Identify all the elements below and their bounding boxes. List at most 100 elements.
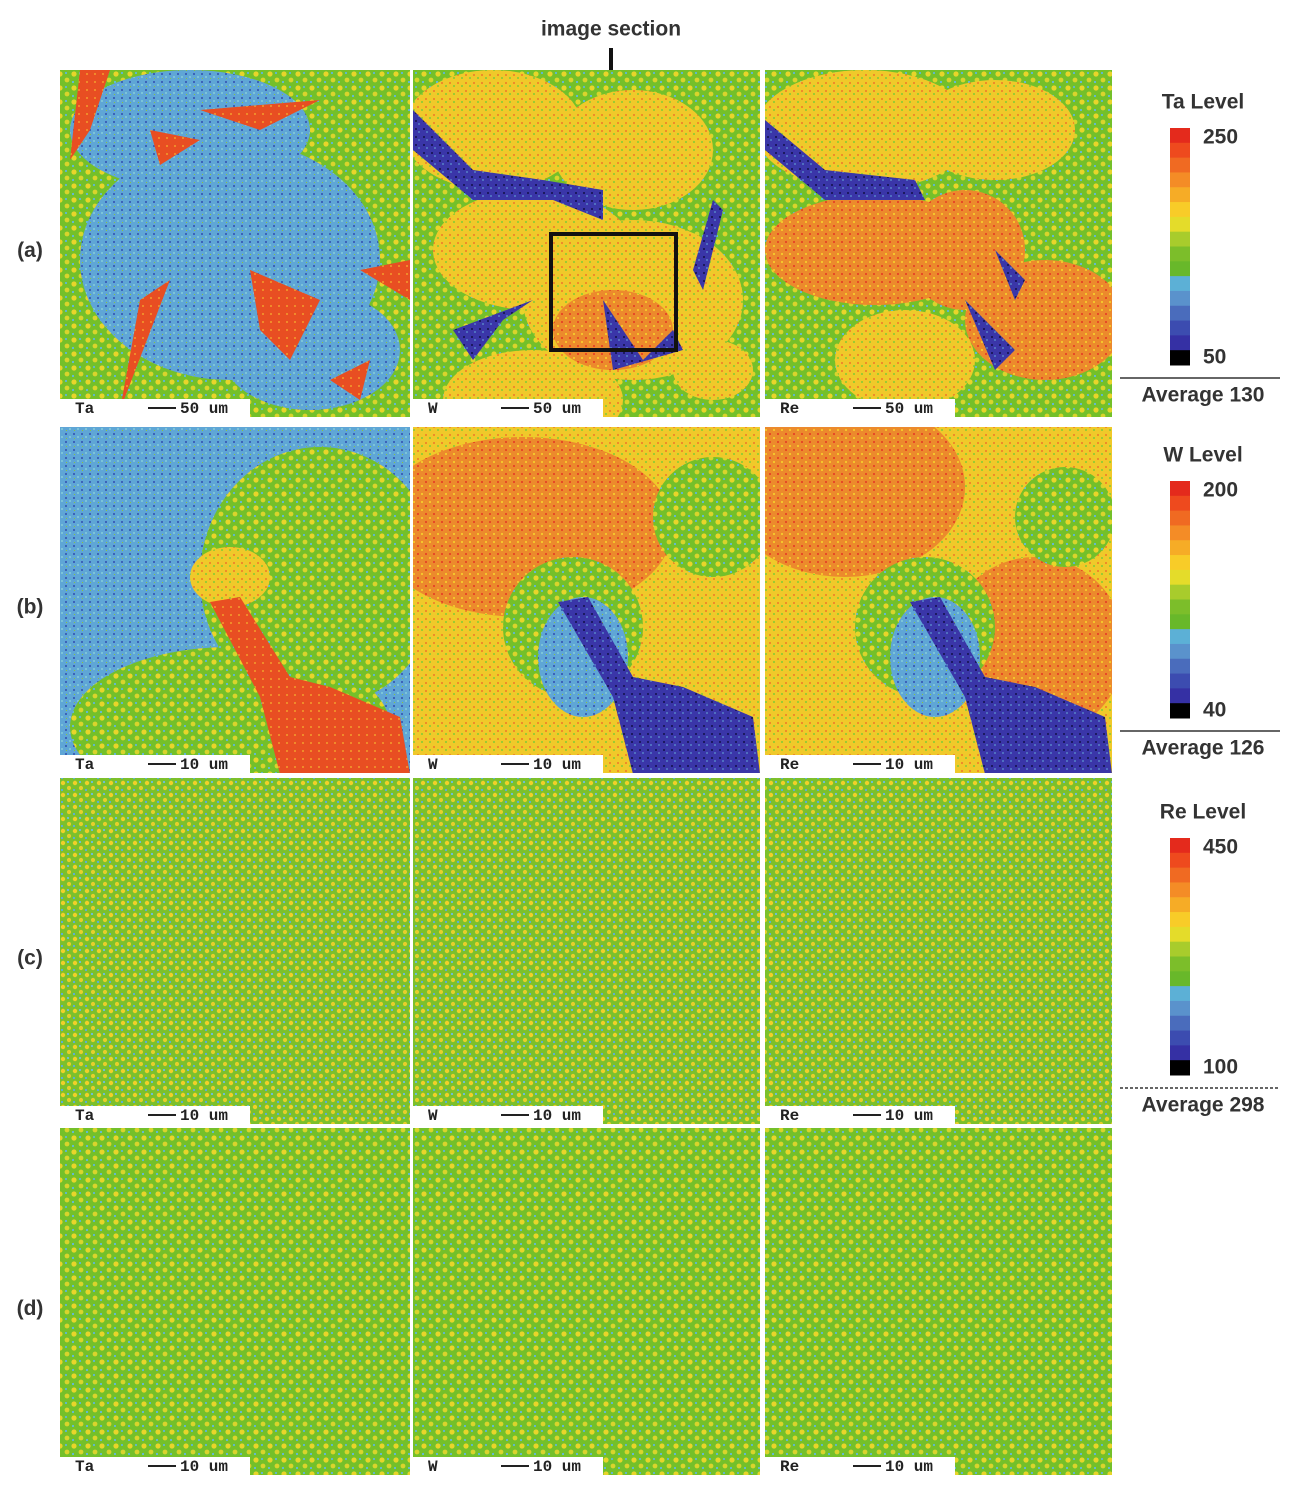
- legend-average: Average 298: [1142, 1094, 1265, 1117]
- map-background: [765, 1128, 1112, 1475]
- annotation: image section: [541, 18, 681, 41]
- map-panel: [765, 1128, 1112, 1475]
- color-bar-segment: [1170, 643, 1190, 660]
- color-bar-segment: [1170, 320, 1190, 336]
- element-label: W: [428, 1107, 438, 1125]
- element-label: Re: [780, 756, 799, 774]
- map-panel: [60, 427, 410, 773]
- color-bar-segment: [1170, 525, 1190, 541]
- map-panel: [60, 70, 410, 417]
- map-region: [70, 70, 310, 190]
- scale-label: 50 um: [180, 400, 228, 418]
- color-bar-segment: [1170, 290, 1190, 307]
- map-region: [910, 597, 1112, 773]
- element-label: Re: [780, 400, 799, 418]
- map-panel: [60, 778, 410, 1124]
- scale-label: 10 um: [885, 1107, 933, 1125]
- color-bar-segment: [1170, 614, 1190, 630]
- scale-label: 10 um: [533, 756, 581, 774]
- legend-average: Average 126: [1142, 737, 1265, 760]
- color-bar-segment: [1170, 555, 1190, 571]
- color-bar-segment: [1170, 688, 1190, 704]
- map-panel: [413, 70, 760, 417]
- scale-label: 10 um: [533, 1107, 581, 1125]
- map-region: [200, 100, 320, 130]
- color-bar-segment: [1170, 261, 1190, 277]
- map-panel: [60, 1128, 410, 1475]
- map-region: [765, 70, 975, 190]
- element-label: Ta: [75, 1458, 95, 1476]
- color-bar-segment: [1170, 128, 1190, 144]
- element-label: Ta: [75, 756, 95, 774]
- color-bar-segment: [1170, 673, 1190, 689]
- legend-max: 250: [1203, 126, 1238, 149]
- map-region: [673, 340, 753, 400]
- map-region: [995, 250, 1025, 300]
- color-bar-segment: [1170, 971, 1190, 987]
- map-region: [603, 300, 683, 370]
- map-region: [693, 200, 723, 290]
- color-bar-segment: [1170, 986, 1190, 1002]
- color-bar-segment: [1170, 246, 1190, 262]
- map-region: [250, 270, 320, 360]
- color-bar-segment: [1170, 629, 1190, 645]
- element-label: Ta: [75, 400, 95, 418]
- map-region: [538, 597, 628, 717]
- element-label: W: [428, 756, 438, 774]
- element-label: Re: [780, 1458, 799, 1476]
- color-bar-segment: [1170, 172, 1190, 188]
- map-region: [210, 597, 410, 773]
- color-bar-segment: [1170, 838, 1190, 854]
- row-label: (a): [17, 239, 43, 262]
- scale-label: 10 um: [180, 1107, 228, 1125]
- color-bar-segment: [1170, 231, 1190, 247]
- color-bar-segment: [1170, 658, 1190, 675]
- map-region: [558, 597, 760, 773]
- color-bar-segment: [1170, 481, 1190, 497]
- map-region: [1015, 467, 1112, 567]
- color-bar-segment: [1170, 350, 1190, 366]
- map-background: [413, 778, 760, 1124]
- legend-min: 50: [1203, 346, 1226, 369]
- color-bar-segment: [1170, 495, 1190, 512]
- color-bar-segment: [1170, 882, 1190, 898]
- map-region: [965, 260, 1112, 380]
- map-region: [120, 280, 170, 410]
- color-bar-segment: [1170, 599, 1190, 615]
- element-label: W: [428, 400, 438, 418]
- map-region: [330, 360, 370, 400]
- legend-average: Average 130: [1142, 384, 1265, 407]
- map-panel: [765, 778, 1112, 1124]
- legend-title: Re Level: [1160, 801, 1246, 824]
- element-label: Ta: [75, 1107, 95, 1125]
- map-panel: [413, 778, 760, 1124]
- row-label: (d): [17, 1297, 44, 1320]
- legend-title: W Level: [1163, 444, 1242, 467]
- color-bar-segment: [1170, 1045, 1190, 1061]
- panels: [60, 70, 1112, 1475]
- legend-max: 200: [1203, 479, 1238, 502]
- map-region: [150, 130, 200, 165]
- scale-label: 10 um: [885, 1458, 933, 1476]
- color-bar-segment: [1170, 912, 1190, 928]
- color-bar-segment: [1170, 1030, 1190, 1046]
- color-bar-segment: [1170, 867, 1190, 883]
- legends: Ta Level 250 50 Average 130 W Level 200 40 Aver…: [1120, 91, 1280, 1117]
- scale-label: 50 um: [533, 400, 581, 418]
- map-region: [765, 120, 925, 200]
- color-bar-segment: [1170, 202, 1190, 218]
- map-region: [190, 547, 270, 607]
- color-bar-segment: [1170, 187, 1190, 203]
- map-panel: [413, 427, 760, 773]
- element-label: Re: [780, 1107, 799, 1125]
- color-bar-segment: [1170, 941, 1190, 957]
- scale-label: 50 um: [885, 400, 933, 418]
- row-label: (c): [17, 947, 43, 970]
- color-bar-segment: [1170, 584, 1190, 600]
- map-region: [360, 260, 410, 300]
- legend-title: Ta Level: [1162, 91, 1244, 114]
- image-section-box: [549, 232, 678, 352]
- map-region: [653, 457, 760, 577]
- color-bar-segment: [1170, 276, 1190, 292]
